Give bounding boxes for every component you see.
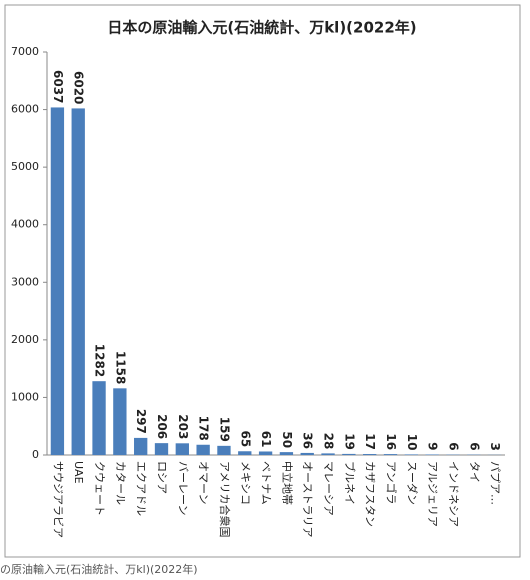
bar — [134, 437, 148, 455]
chart-border — [4, 4, 521, 558]
value-label: 6 — [446, 442, 460, 450]
bar — [71, 108, 85, 456]
value-label: 297 — [134, 409, 148, 434]
x-tick-label: カザフスタン — [364, 461, 377, 527]
x-tick-label: エクアドル — [135, 461, 148, 516]
bar — [363, 454, 377, 455]
bar — [342, 453, 356, 455]
caption: の原油輸入元(石油統計、万kl)(2022年) — [0, 562, 198, 576]
value-label: 1282 — [93, 344, 107, 377]
bar — [321, 453, 335, 455]
y-tick-label: 3000 — [11, 275, 39, 288]
bar — [383, 454, 398, 455]
value-label: 19 — [342, 433, 356, 450]
value-label: 16 — [384, 433, 398, 450]
x-tick-label: サウジアラビア — [51, 461, 64, 538]
x-tick-label: パプア… — [489, 461, 502, 505]
bar — [300, 452, 314, 455]
value-label: 159 — [217, 417, 231, 442]
x-tick-label: バーレーン — [176, 461, 189, 515]
bar — [404, 454, 418, 455]
value-label: 6037 — [51, 70, 65, 103]
y-tick-label: 4000 — [11, 218, 39, 231]
bar — [217, 445, 231, 455]
bar — [258, 451, 273, 455]
value-label: 6020 — [72, 71, 86, 104]
value-label: 206 — [155, 414, 169, 439]
x-tick-label: スーダン — [405, 461, 419, 505]
x-tick-label: UAE — [72, 461, 85, 484]
value-label: 61 — [259, 431, 273, 448]
bar — [196, 444, 210, 455]
bar — [113, 388, 127, 455]
x-tick-label: アメリカ合衆国 — [218, 461, 232, 537]
x-tick-label: 中立地帯 — [280, 461, 294, 505]
x-tick-label: オーストラリア — [301, 461, 314, 537]
value-label: 6 — [467, 442, 481, 450]
bar — [92, 381, 106, 455]
y-tick-label: 0 — [32, 448, 39, 461]
y-tick-label: 7000 — [11, 45, 39, 58]
value-label: 50 — [280, 431, 294, 448]
bar — [154, 443, 169, 455]
value-label: 3 — [488, 442, 502, 450]
bar — [175, 443, 189, 455]
x-tick-label: インドネシア — [447, 461, 460, 527]
value-label: 203 — [176, 414, 190, 439]
value-label: 17 — [363, 433, 377, 450]
value-label: 36 — [301, 432, 315, 449]
x-tick-label: タイ — [468, 461, 481, 483]
chart-title: 日本の原油輸入元(石油統計、万kl)(2022年) — [107, 19, 416, 37]
x-tick-label: メキシコ — [239, 461, 252, 505]
x-tick-label: アンゴラ — [385, 461, 399, 505]
x-tick-label: マレーシア — [322, 461, 335, 516]
bar — [50, 107, 65, 455]
bar — [425, 454, 439, 455]
y-tick-label: 6000 — [11, 103, 39, 116]
x-tick-label: クウェート — [93, 461, 106, 516]
x-tick-label: ベトナム — [260, 461, 273, 505]
y-tick-label: 2000 — [11, 333, 39, 346]
x-tick-label: アルジェリア — [426, 461, 439, 527]
value-label: 178 — [197, 416, 211, 441]
value-label: 65 — [238, 431, 252, 448]
y-tick-label: 5000 — [11, 160, 39, 173]
value-label: 1158 — [113, 351, 127, 384]
x-tick-label: ロシア — [156, 461, 169, 494]
y-tick-label: 1000 — [11, 390, 39, 403]
value-label: 28 — [322, 433, 336, 450]
x-tick-label: カタール — [114, 461, 127, 505]
x-tick-label: ブルネイ — [343, 461, 357, 505]
bar — [238, 451, 252, 455]
value-label: 10 — [405, 434, 419, 451]
value-label: 9 — [426, 442, 440, 450]
x-tick-label: オマーン — [197, 461, 210, 504]
bar — [279, 452, 294, 455]
